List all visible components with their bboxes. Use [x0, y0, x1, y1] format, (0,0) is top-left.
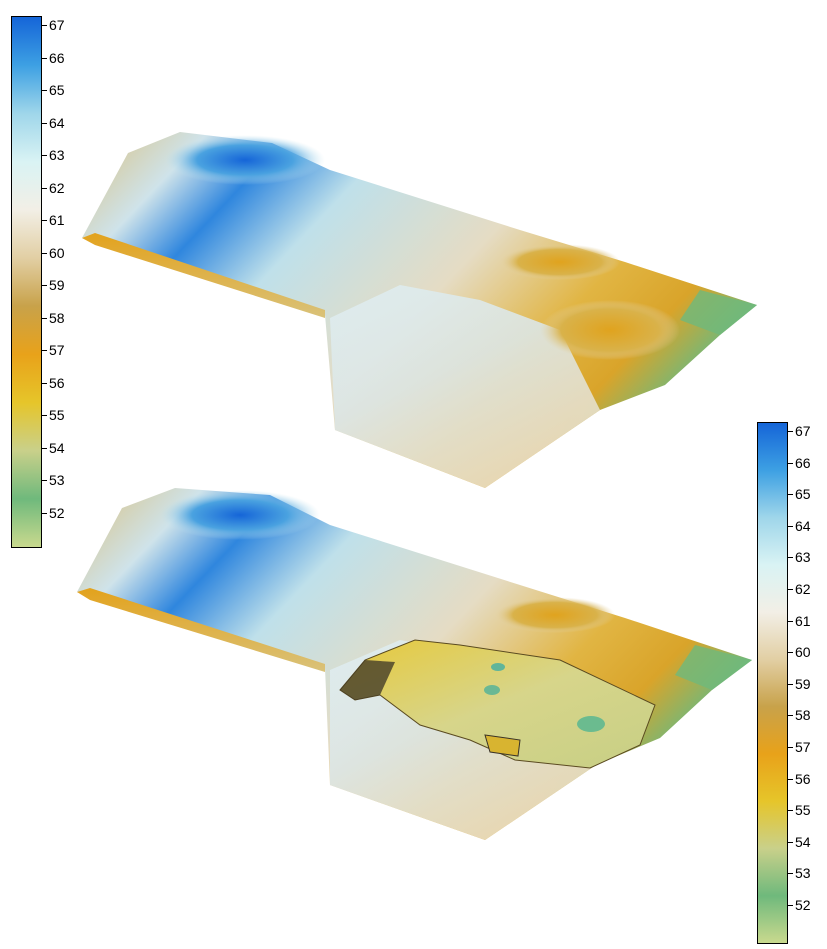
colorbar-tick-label: 66 — [49, 50, 65, 66]
colorbar-tick — [41, 513, 47, 514]
colorbar-tick — [41, 285, 47, 286]
colorbar-tick-label: 58 — [49, 310, 65, 326]
colorbar-tick — [41, 318, 47, 319]
colorbar-tick-label: 54 — [795, 834, 811, 850]
colorbar-tick — [787, 431, 793, 432]
colorbar-tick-label: 53 — [49, 472, 65, 488]
colorbar-tick-label: 64 — [795, 518, 811, 534]
colorbar-tick-label: 60 — [795, 644, 811, 660]
colorbar-tick — [787, 747, 793, 748]
colorbar-tick-label: 59 — [795, 676, 811, 692]
colorbar-tick-label: 67 — [49, 17, 65, 33]
surface-after-excavation — [77, 488, 752, 840]
colorbar-tick-label: 56 — [49, 375, 65, 391]
colorbar-tick — [41, 155, 47, 156]
colorbar-tick-label: 63 — [49, 147, 65, 163]
colorbar-tick-label: 66 — [795, 455, 811, 471]
colorbar-tick — [787, 526, 793, 527]
colorbar-tick — [41, 220, 47, 221]
colorbar-tick — [41, 480, 47, 481]
colorbar-tick — [41, 383, 47, 384]
surface-before — [82, 132, 757, 488]
colorbar-tick-label: 53 — [795, 865, 811, 881]
colorbar-tick-label: 52 — [795, 897, 811, 913]
colorbar-tick-label: 65 — [49, 82, 65, 98]
colorbar-tick — [787, 557, 793, 558]
colorbar-tick — [787, 779, 793, 780]
colorbar-tick-label: 64 — [49, 115, 65, 131]
colorbar-tick — [787, 463, 793, 464]
colorbar-tick-label: 65 — [795, 486, 811, 502]
colorbar-tick — [41, 253, 47, 254]
colorbar-tick-label: 67 — [795, 423, 811, 439]
colorbar-tick — [41, 448, 47, 449]
colorbar-tick — [787, 684, 793, 685]
colorbar-tick — [787, 842, 793, 843]
colorbar-tick — [787, 589, 793, 590]
colorbar-tick-label: 63 — [795, 549, 811, 565]
colorbar-tick-label: 58 — [795, 707, 811, 723]
colorbar-tick — [41, 123, 47, 124]
colorbar-tick-label: 61 — [795, 613, 811, 629]
colorbar-gradient — [757, 422, 788, 944]
colorbar-tick — [787, 905, 793, 906]
colorbar-tick — [787, 873, 793, 874]
colorbar-tick-label: 60 — [49, 245, 65, 261]
colorbar-tick — [787, 621, 793, 622]
colorbar-tick-label: 55 — [49, 407, 65, 423]
colorbar-tick — [41, 188, 47, 189]
colorbar-tick-label: 57 — [795, 739, 811, 755]
colorbar-tick — [41, 350, 47, 351]
colorbar-tick — [787, 715, 793, 716]
colorbar-tick-label: 55 — [795, 802, 811, 818]
colorbar-tick-label: 52 — [49, 505, 65, 521]
colorbar-tick-label: 62 — [795, 581, 811, 597]
colorbar-tick — [787, 810, 793, 811]
colorbar-top: 67 66 65 64 63 62 61 60 59 58 57 56 55 54 53 52 — [11, 16, 71, 548]
colorbar-tick — [41, 25, 47, 26]
colorbar-tick-label: 59 — [49, 277, 65, 293]
colorbar-tick — [41, 58, 47, 59]
colorbar-tick — [41, 415, 47, 416]
colorbar-tick — [41, 90, 47, 91]
colorbar-tick-label: 56 — [795, 771, 811, 787]
colorbar-tick — [787, 652, 793, 653]
colorbar-tick-label: 62 — [49, 180, 65, 196]
colorbar-tick — [787, 494, 793, 495]
colorbar-tick-label: 61 — [49, 212, 65, 228]
colorbar-bottom: 67 66 65 64 63 62 61 60 59 58 57 56 55 54 53 52 — [757, 422, 822, 944]
colorbar-gradient — [11, 16, 42, 548]
colorbar-tick-label: 54 — [49, 440, 65, 456]
colorbar-tick-label: 57 — [49, 342, 65, 358]
